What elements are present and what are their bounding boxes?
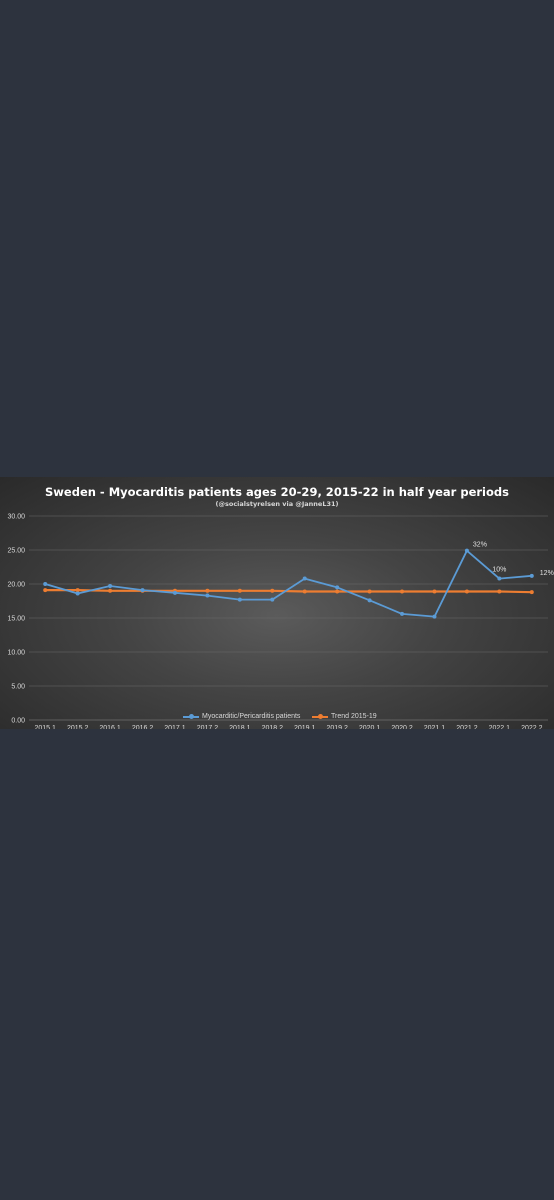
legend-label-trend: Trend 2015-19 <box>331 713 377 720</box>
chart-card: Sweden - Myocarditis patients ages 20-29… <box>0 477 554 729</box>
y-tick-label: 5.00 <box>11 684 25 691</box>
legend-item-myocarditis: Myocarditic/Pericarditis patients <box>183 713 300 720</box>
data-point-myocarditis <box>367 598 372 603</box>
data-point-trend <box>237 588 242 593</box>
data-point-trend <box>108 588 113 593</box>
data-point-myocarditis <box>335 585 340 590</box>
x-tick-label: 2020.2 <box>391 725 413 729</box>
data-point-myocarditis <box>432 614 437 619</box>
x-tick-label: 2022.2 <box>521 725 543 729</box>
x-tick-label: 2016.2 <box>132 725 154 729</box>
data-point-trend <box>464 589 469 594</box>
x-tick-label: 2022.1 <box>489 725 511 729</box>
data-point-trend <box>497 589 502 594</box>
series-line-trend <box>45 588 532 594</box>
data-point-myocarditis <box>464 548 469 553</box>
data-point-myocarditis <box>43 582 48 586</box>
chart-subtitle: (@socialstyrelsen via @JanneL31) <box>215 500 339 508</box>
x-tick-label: 2015.1 <box>35 725 57 729</box>
data-point-myocarditis <box>205 593 210 598</box>
y-tick-label: 15.00 <box>7 616 25 623</box>
x-tick-label: 2017.2 <box>197 725 219 729</box>
x-tick-label: 2020.1 <box>359 725 381 729</box>
series-line-myocarditis <box>44 549 532 618</box>
legend-item-trend: Trend 2015-19 <box>312 713 377 720</box>
data-point-trend <box>335 589 340 594</box>
data-point-trend <box>302 589 307 594</box>
x-tick-label: 2019.2 <box>326 725 348 729</box>
data-point-myocarditis <box>270 597 275 602</box>
x-tick-label: 2019.1 <box>294 725 316 729</box>
data-point-trend <box>367 589 372 594</box>
data-point-myocarditis <box>75 591 80 596</box>
x-tick-label: 2018.2 <box>262 725 284 729</box>
data-point-trend <box>400 589 405 594</box>
y-tick-label: 30.00 <box>7 514 25 521</box>
data-point-trend <box>75 588 80 593</box>
data-point-trend <box>432 589 437 594</box>
data-point-trend <box>529 590 534 595</box>
data-point-myocarditis <box>400 611 405 616</box>
data-point-myocarditis <box>237 597 242 602</box>
data-point-myocarditis <box>497 576 502 581</box>
data-point-myocarditis <box>529 573 534 578</box>
y-tick-label: 10.00 <box>7 650 25 657</box>
chart-title: Sweden - Myocarditis patients ages 20-29… <box>45 485 509 499</box>
x-tick-label: 2018.1 <box>229 725 251 729</box>
data-point-trend <box>205 588 210 593</box>
x-tick-label: 2015.2 <box>67 725 89 729</box>
annotation-label: 12% <box>540 570 554 577</box>
x-tick-label: 2021.2 <box>456 725 478 729</box>
legend-swatch-myocarditis <box>183 714 199 719</box>
data-point-myocarditis <box>108 584 113 589</box>
legend: Myocarditic/Pericarditis patients Trend … <box>0 713 554 725</box>
data-point-myocarditis <box>140 588 145 593</box>
y-tick-label: 25.00 <box>7 548 25 555</box>
x-tick-label: 2017.1 <box>164 725 186 729</box>
x-tick-label: 2021.1 <box>424 725 446 729</box>
data-point-trend <box>43 588 48 593</box>
data-point-trend <box>270 588 275 593</box>
data-point-myocarditis <box>172 590 177 595</box>
data-point-myocarditis <box>302 576 307 581</box>
y-tick-label: 0.00 <box>11 718 25 725</box>
annotation-label: 32% <box>473 542 487 549</box>
legend-label-myocarditis: Myocarditic/Pericarditis patients <box>202 713 301 720</box>
y-tick-label: 20.00 <box>7 582 25 589</box>
line-chart: 0.00 5.00 10.00 15.00 20.00 25.00 30.00 2015.1 2… <box>7 514 554 730</box>
legend-swatch-trend <box>312 714 328 719</box>
annotation-label: 10% <box>492 567 506 574</box>
x-tick-label: 2016.1 <box>99 725 121 729</box>
